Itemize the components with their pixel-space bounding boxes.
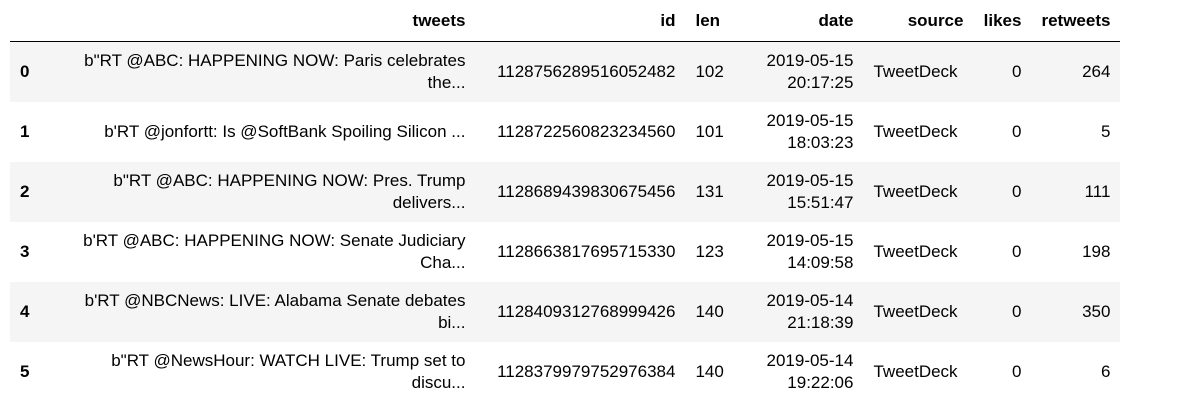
table-row: 3 b'RT @ABC: HAPPENING NOW: Senate Judic… <box>10 221 1121 282</box>
row-index: 5 <box>20 361 30 381</box>
cell-date: 2019-05-15 18:03:23 <box>766 110 854 152</box>
cell-id: 1128409312768999426 <box>497 301 676 321</box>
table-row: 0 b"RT @ABC: HAPPENING NOW: Paris celebr… <box>10 41 1121 102</box>
cell-len: 131 <box>695 181 724 201</box>
cell-id: 1128689439830675456 <box>497 181 676 201</box>
cell-tweets: b"RT @ABC: HAPPENING NOW: Paris celebrat… <box>84 50 466 92</box>
row-index: 0 <box>20 61 30 81</box>
cell-source: TweetDeck <box>873 301 958 321</box>
cell-retweets: 350 <box>1082 301 1111 321</box>
cell-likes: 0 <box>1012 181 1022 201</box>
cell-likes: 0 <box>1012 241 1022 261</box>
row-index: 4 <box>20 301 30 321</box>
cell-id: 1128663817695715330 <box>497 241 676 261</box>
cell-id: 1128379979752976384 <box>497 361 676 381</box>
cell-retweets: 6 <box>1100 361 1111 381</box>
cell-date: 2019-05-15 14:09:58 <box>766 230 854 272</box>
header-row: tweets id len date source likes retweets <box>10 0 1121 42</box>
cell-source: TweetDeck <box>873 61 958 81</box>
cell-tweets: b"RT @NewsHour: WATCH LIVE: Trump set to… <box>111 350 466 392</box>
cell-len: 123 <box>695 241 724 261</box>
header-likes: likes <box>973 0 1032 42</box>
cell-id: 1128722560823234560 <box>497 121 676 141</box>
header-id: id <box>475 0 686 42</box>
table-row: 1 b'RT @jonfortt: Is @SoftBank Spoiling … <box>10 101 1121 162</box>
cell-retweets: 111 <box>1084 181 1111 201</box>
cell-date: 2019-05-14 19:22:06 <box>766 350 854 392</box>
cell-len: 140 <box>695 301 724 321</box>
cell-source: TweetDeck <box>873 361 958 381</box>
table-row: 4 b'RT @NBCNews: LIVE: Alabama Senate de… <box>10 281 1121 342</box>
header-date: date <box>743 0 864 42</box>
cell-tweets: b'RT @NBCNews: LIVE: Alabama Senate deba… <box>84 290 466 332</box>
header-tweets: tweets <box>49 0 476 42</box>
cell-len: 102 <box>695 61 724 81</box>
dataframe-table: tweets id len date source likes retweets… <box>10 0 1121 402</box>
cell-likes: 0 <box>1012 361 1022 381</box>
cell-source: TweetDeck <box>873 241 958 261</box>
cell-date: 2019-05-15 15:51:47 <box>766 170 854 212</box>
row-index: 3 <box>20 241 30 261</box>
cell-id: 1128756289516052482 <box>497 61 676 81</box>
header-retweets: retweets <box>1031 0 1121 42</box>
cell-source: TweetDeck <box>873 121 958 141</box>
table-body: 0 b"RT @ABC: HAPPENING NOW: Paris celebr… <box>10 41 1121 402</box>
cell-tweets: b'RT @ABC: HAPPENING NOW: Senate Judicia… <box>83 230 466 272</box>
cell-tweets: b'RT @jonfortt: Is @SoftBank Spoiling Si… <box>104 121 466 141</box>
table-row: 2 b"RT @ABC: HAPPENING NOW: Pres. Trump … <box>10 161 1121 222</box>
cell-likes: 0 <box>1012 121 1022 141</box>
cell-retweets: 5 <box>1100 121 1111 141</box>
header-len: len <box>685 0 744 42</box>
header-index <box>10 0 50 42</box>
header-source: source <box>863 0 974 42</box>
cell-len: 140 <box>695 361 724 381</box>
cell-retweets: 198 <box>1082 241 1111 261</box>
row-index: 2 <box>20 181 30 201</box>
cell-len: 101 <box>695 121 724 141</box>
cell-date: 2019-05-14 21:18:39 <box>766 290 854 332</box>
cell-likes: 0 <box>1012 301 1022 321</box>
cell-tweets: b"RT @ABC: HAPPENING NOW: Pres. Trump de… <box>113 170 466 212</box>
cell-source: TweetDeck <box>873 181 958 201</box>
cell-retweets: 264 <box>1082 61 1111 81</box>
dataframe-table-container: tweets id len date source likes retweets… <box>10 0 1121 402</box>
table-header: tweets id len date source likes retweets <box>10 0 1121 42</box>
cell-date: 2019-05-15 20:17:25 <box>766 50 854 92</box>
row-index: 1 <box>20 121 30 141</box>
table-row: 5 b"RT @NewsHour: WATCH LIVE: Trump set … <box>10 341 1121 402</box>
cell-likes: 0 <box>1012 61 1022 81</box>
